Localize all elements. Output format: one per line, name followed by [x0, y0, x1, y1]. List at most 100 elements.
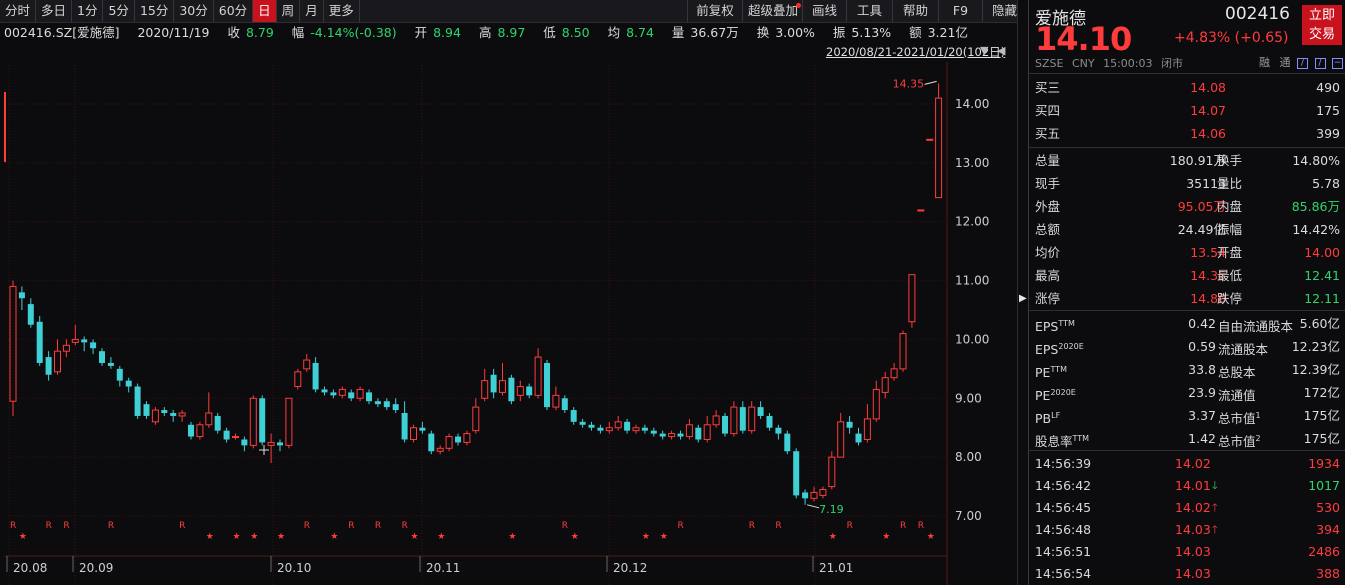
candle-body — [703, 424, 711, 440]
stat-label-2: 换手 — [1217, 153, 1243, 168]
info-vol-label: 量 — [671, 25, 685, 40]
high-annotation: 14.35 — [893, 77, 925, 90]
candle-body — [481, 380, 489, 399]
kline-chart[interactable]: 14.00 13.00 12.00 11.00 10.00 9.00 8.00 7.00 20.… — [0, 62, 1027, 585]
period-tab-4[interactable]: 15分 — [135, 0, 175, 22]
r-marker: R — [562, 521, 568, 531]
fund-label-sup: 2020E — [1050, 388, 1076, 397]
fund-label-2-text: 流通股本 — [1218, 342, 1269, 358]
low-annotation: 7.19 — [819, 503, 844, 516]
fund-value: 1.42 — [1188, 431, 1216, 446]
divider — [1029, 147, 1345, 148]
period-tab-3[interactable]: 5分 — [103, 0, 135, 22]
bid-row[interactable]: 买五 14.06 399 — [1029, 122, 1345, 145]
fundamental-row: PETTM 33.8 总股本 12.39亿 — [1029, 358, 1345, 381]
period-tab-5[interactable]: 30分 — [174, 0, 214, 22]
candle-body — [223, 430, 230, 440]
price-change: +4.83% (+0.65) — [1174, 30, 1289, 46]
high-annotation-arrow — [924, 80, 937, 85]
candle-body — [419, 427, 426, 431]
candle-body — [490, 374, 497, 393]
stat-value-2: 14.80% — [1292, 153, 1340, 168]
period-tab-6[interactable]: 60分 — [214, 0, 254, 22]
stat-label-2: 最低 — [1217, 268, 1243, 283]
toolbar-action-3[interactable]: 工具 — [847, 0, 893, 22]
period-tab-1[interactable]: 多日 — [36, 0, 73, 22]
candle-body — [383, 401, 390, 408]
toolbar-action-0[interactable]: 前复权 — [688, 0, 743, 22]
candle-body — [428, 433, 435, 452]
stat-label: 总额 — [1035, 222, 1061, 237]
fund-value: 23.9 — [1188, 385, 1216, 400]
exchange: SZSE — [1035, 57, 1064, 70]
fund-label: PETTM — [1035, 358, 1067, 384]
candle-body — [303, 359, 311, 370]
info-amp: -4.14%(-0.38) — [310, 25, 397, 40]
candle-body — [899, 333, 907, 370]
divider — [1029, 450, 1345, 451]
stat-value-2: 12.11 — [1304, 291, 1340, 306]
candle-body — [241, 439, 248, 446]
stat-value: 14.35 — [1190, 268, 1226, 283]
candle-body — [722, 415, 728, 434]
candle-body — [685, 424, 693, 438]
toolbar-action-1[interactable]: 超级叠加 — [743, 0, 803, 22]
toolbar-action-2[interactable]: 画线 — [803, 0, 847, 22]
bid-price: 14.08 — [1190, 80, 1226, 95]
tick-time: 14:56:45 — [1035, 500, 1092, 515]
bid-row[interactable]: 买四 14.07 175 — [1029, 99, 1345, 122]
info-open: 8.94 — [433, 25, 461, 40]
candle-body — [597, 427, 604, 431]
candle-body — [659, 433, 666, 437]
tick-time: 14:56:48 — [1035, 522, 1092, 537]
period-tab-0[interactable]: 分时 — [0, 0, 37, 22]
range-collapse-icon[interactable]: ◀ — [997, 44, 1006, 57]
candle-body — [579, 421, 586, 425]
range-dropdown-icon[interactable]: ▼ — [980, 44, 989, 57]
panel-splitter[interactable] — [1017, 0, 1027, 585]
r-marker: R — [63, 521, 69, 531]
candle-body — [267, 441, 275, 446]
y-tick-label: 8.00 — [955, 450, 982, 464]
candle-body — [125, 380, 132, 387]
candle-body — [516, 386, 524, 396]
minus-icon[interactable]: − — [1332, 57, 1343, 69]
edit-alt-icon[interactable]: / — [1314, 57, 1326, 69]
candle-body — [170, 413, 177, 416]
period-toolbar: 分时 多日 1分 5分 15分 30分 60分日周月更多 前复权 超级叠加 画线 工具 帮助 F9 隐藏 — [0, 0, 1027, 23]
candle-body — [330, 392, 337, 396]
candle-body — [90, 342, 97, 349]
candle-body — [116, 368, 123, 381]
candle-body — [757, 407, 764, 416]
fund-value-2: 12.23亿 — [1291, 339, 1340, 354]
toolbar-action-5[interactable]: F9 — [939, 0, 983, 22]
edit-icon[interactable]: / — [1297, 57, 1308, 69]
bid-row[interactable]: 买三 14.08 490 — [1029, 76, 1345, 99]
candle-body — [695, 427, 702, 440]
divider — [1029, 73, 1345, 74]
candle-body — [881, 377, 889, 393]
period-tab-7[interactable]: 日 — [253, 0, 277, 22]
candle-info-bar: 002416.SZ[爱施德] 2020/11/19 收 8.79 幅 -4.14… — [0, 23, 1027, 43]
period-tab-10[interactable]: 更多 — [324, 0, 360, 22]
bid-price: 14.07 — [1190, 103, 1226, 118]
fund-label-text: PE — [1035, 365, 1051, 381]
candle-body — [178, 412, 186, 417]
expand-arrow-icon[interactable]: ▶ — [1019, 293, 1027, 304]
period-tab-2[interactable]: 1分 — [72, 0, 104, 22]
trade-button-line1: 立即 — [1308, 8, 1335, 23]
fund-label: PE2020E — [1035, 381, 1076, 407]
tick-price: 14.03 — [1175, 522, 1211, 537]
fund-value: 3.37 — [1188, 408, 1216, 423]
tick-volume: 394 — [1316, 522, 1340, 537]
candle-body — [277, 442, 283, 446]
toolbar-action-4[interactable]: 帮助 — [893, 0, 939, 22]
trade-button[interactable]: 立即 交易 — [1302, 5, 1342, 45]
star-marker: ★ — [571, 532, 579, 542]
period-tab-8[interactable]: 周 — [277, 0, 301, 22]
fund-value-2: 175亿 — [1303, 408, 1340, 423]
star-marker: ★ — [829, 532, 837, 542]
date-range-link[interactable]: 2020/08/21-2021/01/20(102日) — [826, 45, 1006, 59]
period-tab-9[interactable]: 月 — [300, 0, 324, 22]
candle-body — [855, 433, 862, 443]
